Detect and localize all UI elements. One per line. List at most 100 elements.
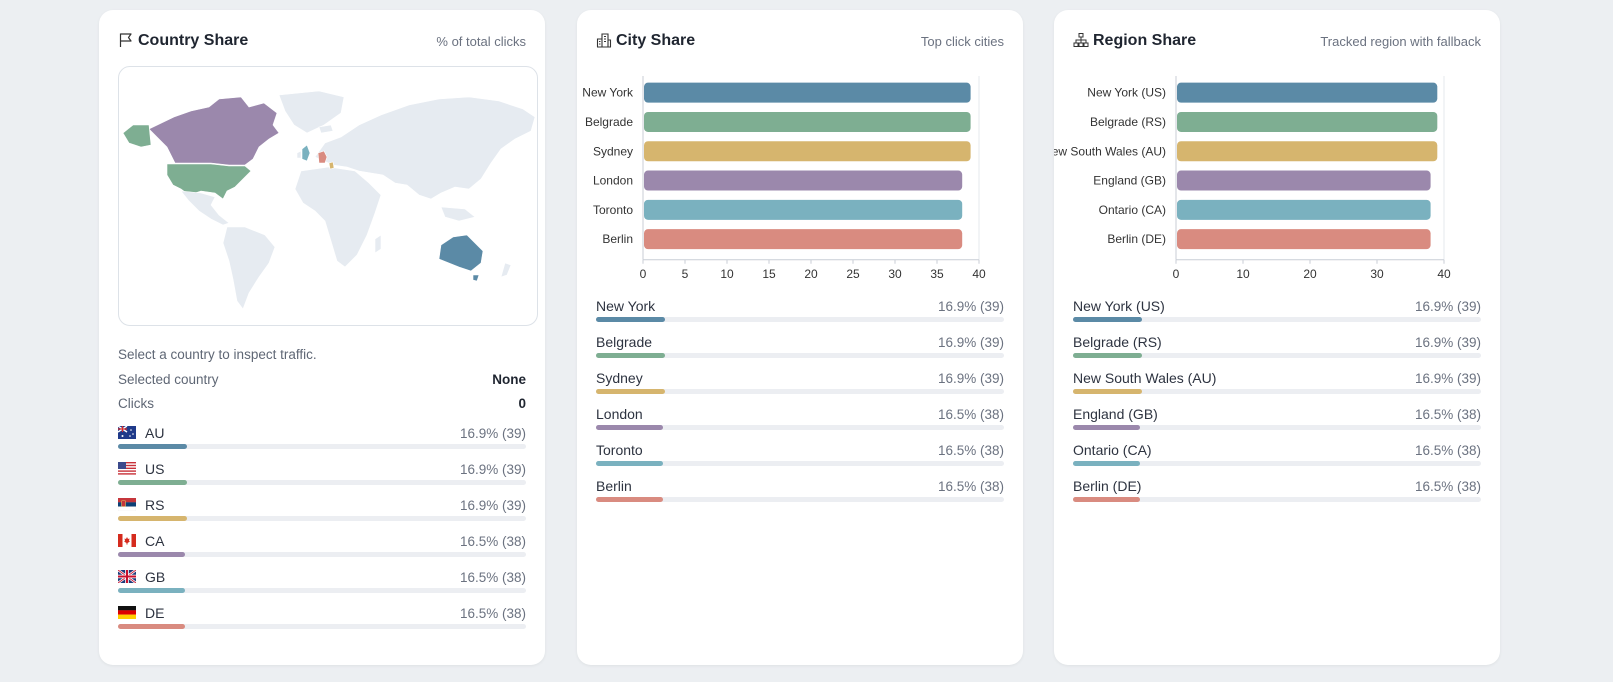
- share-bar-track: [1073, 389, 1481, 394]
- map-country-de[interactable]: [317, 150, 328, 164]
- list-item[interactable]: New York (US) 16.9% (39): [1073, 298, 1481, 328]
- list-item-label: London: [596, 406, 643, 422]
- share-bar-fill: [596, 389, 665, 394]
- y-tick-label: Berlin: [602, 232, 633, 246]
- map-country-rs[interactable]: [328, 161, 335, 170]
- list-item-label: RS: [145, 497, 165, 513]
- y-tick-label: England (GB): [1093, 174, 1166, 188]
- country-card-subtitle: % of total clicks: [436, 34, 526, 49]
- map-country-greenland[interactable]: [278, 90, 345, 134]
- x-tick-label: 15: [762, 267, 776, 281]
- list-item[interactable]: England (GB) 16.5% (38): [1073, 406, 1481, 436]
- list-item-value: 16.5% (38): [1414, 479, 1481, 494]
- chart-bar[interactable]: [644, 141, 971, 162]
- share-bar-track: [596, 389, 1004, 394]
- y-tick-label: London: [593, 174, 633, 188]
- map-country-gb[interactable]: [301, 144, 311, 162]
- share-bar-fill: [596, 461, 664, 466]
- share-bar-fill: [596, 425, 664, 430]
- list-item[interactable]: RS 16.9% (39): [118, 497, 526, 527]
- share-bar-track: [1073, 425, 1481, 430]
- map-country-us[interactable]: [166, 163, 252, 200]
- chart-bar[interactable]: [644, 229, 963, 250]
- list-item[interactable]: AU 16.9% (39): [118, 425, 526, 455]
- list-item-label: GB: [145, 569, 166, 585]
- chart-bar[interactable]: [1177, 229, 1431, 250]
- list-item[interactable]: Belgrade (RS) 16.9% (39): [1073, 334, 1481, 364]
- y-tick-label: New York: [582, 86, 634, 100]
- list-item[interactable]: US 16.9% (39): [118, 461, 526, 491]
- y-tick-label: Toronto: [593, 203, 633, 217]
- y-tick-label: Belgrade (RS): [1090, 115, 1166, 129]
- list-item[interactable]: New York 16.9% (39): [596, 298, 1004, 328]
- y-tick-label: Ontario (CA): [1099, 203, 1166, 217]
- list-item-label: Berlin (DE): [1073, 478, 1142, 494]
- list-item-value: 16.5% (38): [937, 443, 1004, 458]
- list-item[interactable]: Ontario (CA) 16.5% (38): [1073, 442, 1481, 472]
- y-tick-label: New South Wales (AU): [1054, 144, 1166, 158]
- list-item-value: 16.5% (38): [937, 407, 1004, 422]
- list-item-label: Belgrade (RS): [1073, 334, 1162, 350]
- list-item[interactable]: Berlin 16.5% (38): [596, 478, 1004, 508]
- list-item[interactable]: DE 16.5% (38): [118, 605, 526, 635]
- list-item-label: New South Wales (AU): [1073, 370, 1217, 386]
- world-map[interactable]: [118, 66, 538, 326]
- list-item[interactable]: London 16.5% (38): [596, 406, 1004, 436]
- share-bar-fill: [118, 552, 186, 557]
- list-item-value: 16.5% (38): [459, 606, 526, 621]
- chart-bar[interactable]: [644, 170, 963, 191]
- list-item-label: New York: [596, 298, 656, 314]
- city-card-subtitle: Top click cities: [920, 34, 1004, 49]
- share-bar-fill: [596, 317, 665, 322]
- city-card-title: City Share: [616, 32, 696, 49]
- country-card-header: Country Share % of total clicks: [118, 31, 526, 53]
- list-item[interactable]: Toronto 16.5% (38): [596, 442, 1004, 472]
- share-bar-track: [596, 497, 1004, 502]
- x-tick-label: 30: [888, 267, 902, 281]
- selected-country-row: Selected country None: [118, 372, 526, 387]
- chart-bar[interactable]: [644, 199, 963, 220]
- list-item[interactable]: Berlin (DE) 16.5% (38): [1073, 478, 1481, 508]
- list-item[interactable]: Sydney 16.9% (39): [596, 370, 1004, 400]
- us-flag-icon: [118, 462, 136, 475]
- x-tick-label: 25: [846, 267, 860, 281]
- list-item[interactable]: GB 16.5% (38): [118, 569, 526, 599]
- share-bar-fill: [1073, 389, 1142, 394]
- list-item-value: 16.9% (39): [937, 335, 1004, 350]
- share-bar-track: [118, 588, 526, 593]
- ca-flag-icon: [118, 534, 136, 547]
- clicks-row: Clicks 0: [118, 396, 526, 411]
- chart-bar[interactable]: [1177, 82, 1438, 103]
- city-card-header: City Share Top click cities: [596, 31, 1004, 53]
- buildings-icon: [596, 33, 612, 48]
- chart-bar[interactable]: [1177, 111, 1438, 132]
- chart-bar[interactable]: [1177, 141, 1438, 162]
- list-item[interactable]: Belgrade 16.9% (39): [596, 334, 1004, 364]
- x-tick-label: 35: [930, 267, 944, 281]
- share-bar-track: [1073, 461, 1481, 466]
- list-item-value: 16.5% (38): [459, 534, 526, 549]
- chart-bar[interactable]: [644, 111, 971, 132]
- selected-country-label: Selected country: [118, 372, 219, 387]
- list-item-value: 16.9% (39): [1414, 335, 1481, 350]
- list-item[interactable]: New South Wales (AU) 16.9% (39): [1073, 370, 1481, 400]
- list-item-label: Toronto: [596, 442, 643, 458]
- share-bar-fill: [596, 353, 665, 358]
- chart-bar[interactable]: [644, 82, 971, 103]
- rs-flag-icon: [118, 498, 136, 511]
- chart-bar[interactable]: [1177, 170, 1431, 191]
- chart-bar[interactable]: [1177, 199, 1431, 220]
- share-bar-fill: [1073, 353, 1142, 358]
- clicks-label: Clicks: [118, 396, 154, 411]
- list-item-label: Ontario (CA): [1073, 442, 1152, 458]
- flag-icon: [119, 33, 132, 47]
- share-bar-track: [1073, 317, 1481, 322]
- list-item-value: 16.5% (38): [1414, 443, 1481, 458]
- list-item-label: AU: [145, 425, 165, 441]
- list-item[interactable]: CA 16.5% (38): [118, 533, 526, 563]
- map-country-au[interactable]: [438, 234, 484, 272]
- map-country-us-alaska[interactable]: [122, 124, 152, 148]
- x-tick-label: 20: [1303, 267, 1317, 281]
- map-country-ca[interactable]: [148, 96, 280, 166]
- share-bar-track: [118, 480, 526, 485]
